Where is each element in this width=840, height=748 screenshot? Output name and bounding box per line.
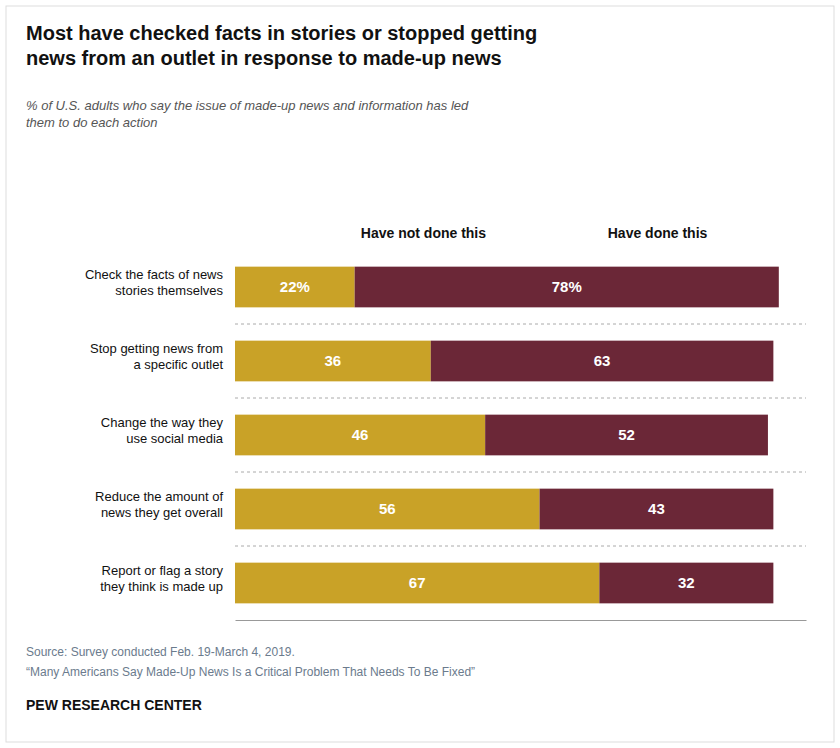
data-label: 56 bbox=[379, 500, 396, 517]
row-separator bbox=[235, 324, 806, 325]
chart: Most have checked facts in stories or st… bbox=[0, 0, 840, 748]
bar bbox=[235, 267, 355, 308]
plot-area: 22% 36 46 56 67 78% 63 52 43 32 bbox=[235, 267, 807, 621]
data-label: 52 bbox=[618, 426, 635, 443]
bar bbox=[235, 341, 431, 382]
x-axis bbox=[236, 620, 807, 621]
row-separator bbox=[235, 398, 806, 399]
data-label: 36 bbox=[325, 352, 342, 369]
category-label: Stop getting news froma specific outlet bbox=[90, 341, 223, 372]
category-label: Change the way theyuse social media bbox=[101, 415, 224, 446]
data-label: 22% bbox=[280, 278, 310, 295]
x-axis-domain bbox=[236, 620, 807, 621]
bar bbox=[235, 415, 485, 456]
title: Most have checked facts in stories or st… bbox=[26, 22, 537, 69]
data-label: 63 bbox=[594, 352, 611, 369]
border bbox=[6, 6, 834, 742]
source: Source: Survey conducted Feb. 19-March 4… bbox=[26, 645, 295, 659]
bar bbox=[235, 563, 599, 604]
footer: PEW RESEARCH CENTER bbox=[26, 697, 202, 713]
data-label: 32 bbox=[678, 574, 695, 591]
data-label: 46 bbox=[352, 426, 369, 443]
subtitle: % of U.S. adults who say the issue of ma… bbox=[26, 98, 469, 130]
bar bbox=[355, 267, 779, 308]
data-labels: 22% 36 46 56 67 78% 63 52 43 32 bbox=[280, 278, 695, 591]
series bbox=[355, 267, 779, 604]
row-separator bbox=[235, 472, 806, 473]
bar bbox=[485, 415, 768, 456]
source: “Many Americans Say Made-Up News Is a Cr… bbox=[26, 665, 475, 679]
annotations: Source: Survey conducted Feb. 19-March 4… bbox=[26, 645, 475, 713]
data-label: 43 bbox=[648, 500, 665, 517]
row-separator bbox=[235, 546, 806, 547]
column-header: Have done this bbox=[608, 225, 708, 241]
column-headers: Have not done this Have done this bbox=[361, 225, 708, 241]
category-label: Report or flag a storythey think is made… bbox=[100, 563, 223, 594]
bar bbox=[599, 563, 773, 604]
bars bbox=[235, 267, 779, 604]
bar bbox=[540, 489, 774, 530]
bar bbox=[431, 341, 774, 382]
category-labels: Check the facts of newsstories themselve… bbox=[85, 267, 224, 594]
bar bbox=[235, 489, 540, 530]
category-label: Reduce the amount ofnews they get overal… bbox=[95, 489, 223, 520]
column-header: Have not done this bbox=[361, 225, 486, 241]
data-label: 78% bbox=[552, 278, 582, 295]
data-label: 67 bbox=[409, 574, 426, 591]
category-label: Check the facts of newsstories themselve… bbox=[85, 267, 224, 298]
